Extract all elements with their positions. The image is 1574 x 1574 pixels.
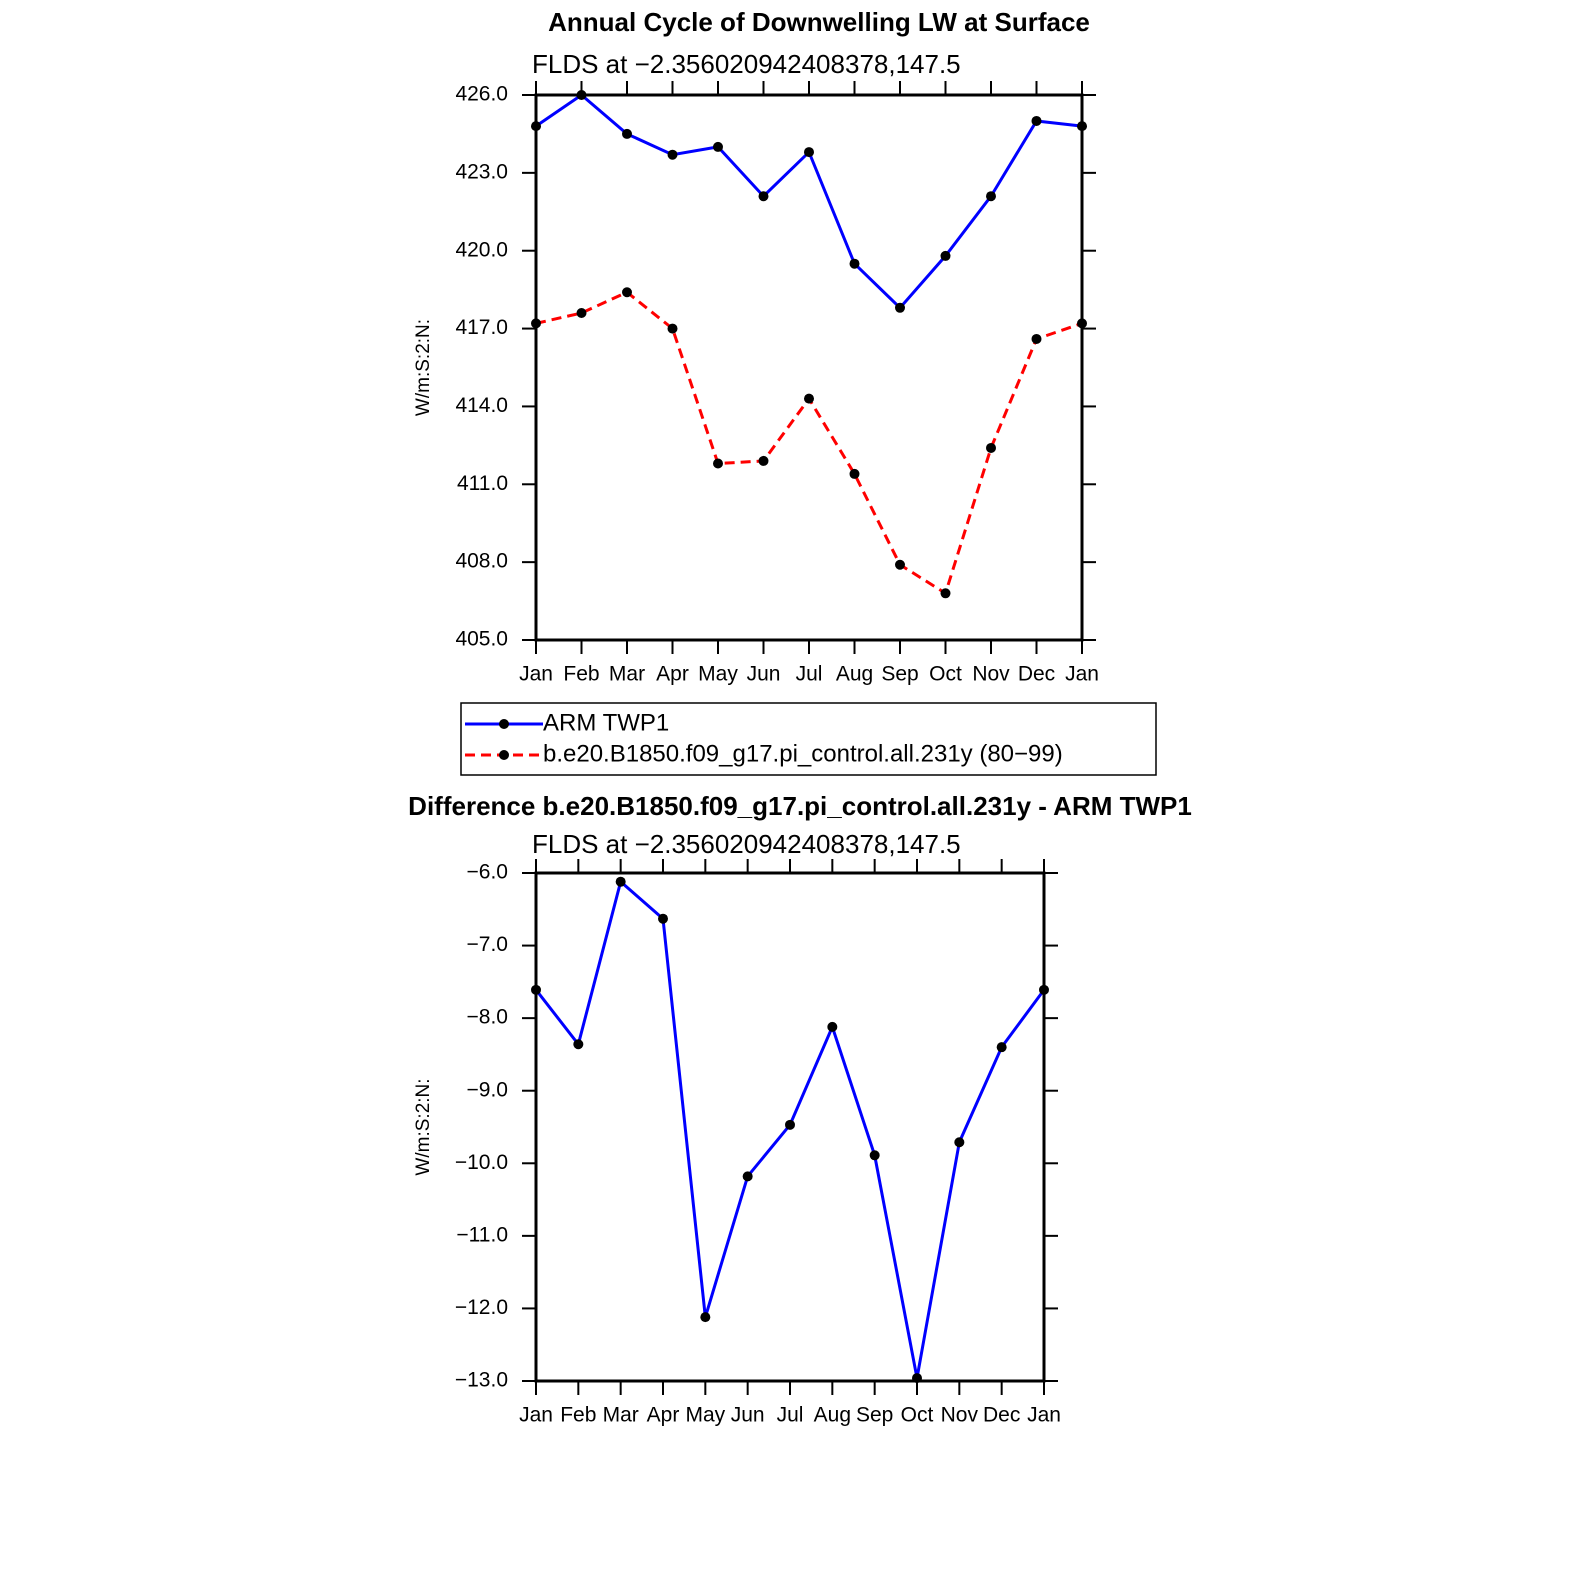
point: [954, 1137, 965, 1148]
point: [849, 258, 860, 269]
x-tick-label: Jul: [796, 663, 823, 686]
y-tick-label: 408.0: [455, 550, 508, 573]
y-tick-label: 405.0: [455, 628, 508, 651]
point: [895, 302, 905, 313]
x-tick-label: Feb: [563, 663, 599, 686]
legend-box: [460, 702, 1157, 776]
series-line: [535, 93, 1083, 310]
y-tick-label: 414.0: [455, 394, 508, 417]
point: [576, 308, 587, 318]
x-tick-label: Jan: [1065, 663, 1099, 686]
x-tick-label: Jan: [1027, 1404, 1061, 1427]
point: [758, 191, 769, 202]
x-tick-label: Jan: [519, 663, 553, 686]
x-tick-label: Dec: [983, 1404, 1020, 1427]
chart-title: Annual Cycle of Downwelling LW at Surfac…: [548, 7, 1090, 37]
x-tick-label: Jan: [519, 1404, 553, 1427]
point: [986, 191, 996, 202]
y-tick-label: −13.0: [455, 1369, 508, 1392]
x-tick-label: Apr: [656, 663, 689, 686]
x-tick-label: Oct: [929, 663, 962, 686]
x-tick-label: May: [698, 663, 738, 686]
x-tick-label: Oct: [901, 1404, 934, 1427]
y-tick-label: 420.0: [455, 238, 508, 261]
point: [912, 1373, 922, 1384]
point: [804, 393, 814, 404]
x-tick-label: Feb: [560, 1404, 596, 1427]
y-tick-label: −11.0: [456, 1223, 508, 1246]
point: [622, 128, 632, 139]
y-tick-label: 426.0: [455, 83, 508, 106]
legend-label: b.e20.B1850.f09_g17.pi_control.all.231y …: [543, 740, 1063, 767]
y-tick-label: −9.0: [467, 1078, 508, 1101]
x-tick-label: Jun: [747, 663, 781, 686]
legend-marker: [499, 719, 509, 729]
point: [804, 147, 814, 158]
point: [869, 1150, 880, 1161]
y-tick-label: 411.0: [457, 472, 508, 495]
x-tick-label: Sep: [856, 1404, 893, 1427]
point: [827, 1021, 838, 1032]
y-tick-label: −6.0: [467, 861, 508, 884]
x-tick-label: Dec: [1018, 663, 1055, 686]
y-tick-label: −10.0: [455, 1151, 508, 1174]
point: [758, 455, 769, 466]
plot-frame: [534, 93, 1084, 642]
x-tick-label: Aug: [836, 663, 873, 686]
x-tick-label: Mar: [609, 663, 645, 686]
point: [986, 442, 996, 453]
x-tick-label: Apr: [647, 1404, 680, 1427]
x-tick-label: May: [685, 1404, 725, 1427]
point: [700, 1312, 711, 1323]
y-tick-label: 417.0: [455, 316, 508, 339]
point: [940, 250, 951, 261]
chart-subtitle: FLDS at −2.356020942408378,147.5: [532, 49, 961, 79]
point: [1031, 115, 1042, 126]
y-axis-label: W/m:S:2:N:: [413, 1078, 434, 1175]
point: [531, 318, 541, 329]
point: [615, 876, 626, 887]
point: [667, 323, 678, 334]
x-tick-label: Mar: [603, 1404, 639, 1427]
series-line: [535, 290, 1083, 596]
point: [742, 1171, 753, 1182]
point: [1077, 121, 1087, 132]
y-tick-label: 423.0: [455, 160, 508, 183]
x-tick-label: Jun: [731, 1404, 765, 1427]
point: [658, 913, 668, 924]
y-axis-label: W/m:S:2:N:: [413, 319, 434, 416]
series-line: [534, 878, 1046, 1379]
point: [531, 984, 541, 995]
x-tick-label: Sep: [881, 663, 918, 686]
x-tick-label: Aug: [814, 1404, 851, 1427]
plot-frame: [534, 871, 1046, 1383]
x-tick-label: Jul: [777, 1404, 804, 1427]
point: [1077, 318, 1087, 329]
point: [667, 149, 678, 160]
point: [785, 1119, 795, 1130]
point: [531, 121, 541, 132]
x-tick-label: Nov: [941, 1404, 979, 1427]
point: [576, 90, 587, 100]
legend-label: ARM TWP1: [543, 709, 669, 736]
y-tick-label: −12.0: [455, 1296, 508, 1319]
point: [1039, 984, 1049, 995]
chart-title: Difference b.e20.B1850.f09_g17.pi_contro…: [408, 791, 1192, 821]
chart-subtitle: FLDS at −2.356020942408378,147.5: [532, 829, 961, 859]
point: [713, 458, 723, 469]
point: [996, 1042, 1007, 1053]
point: [895, 559, 905, 570]
point: [940, 588, 951, 599]
point: [573, 1039, 584, 1050]
point: [849, 468, 860, 479]
point: [622, 287, 632, 298]
y-tick-label: −8.0: [467, 1006, 508, 1029]
legend-marker: [499, 750, 509, 760]
y-tick-label: −7.0: [467, 933, 508, 956]
x-tick-label: Nov: [972, 663, 1010, 686]
point: [1031, 333, 1042, 344]
point: [713, 141, 723, 152]
